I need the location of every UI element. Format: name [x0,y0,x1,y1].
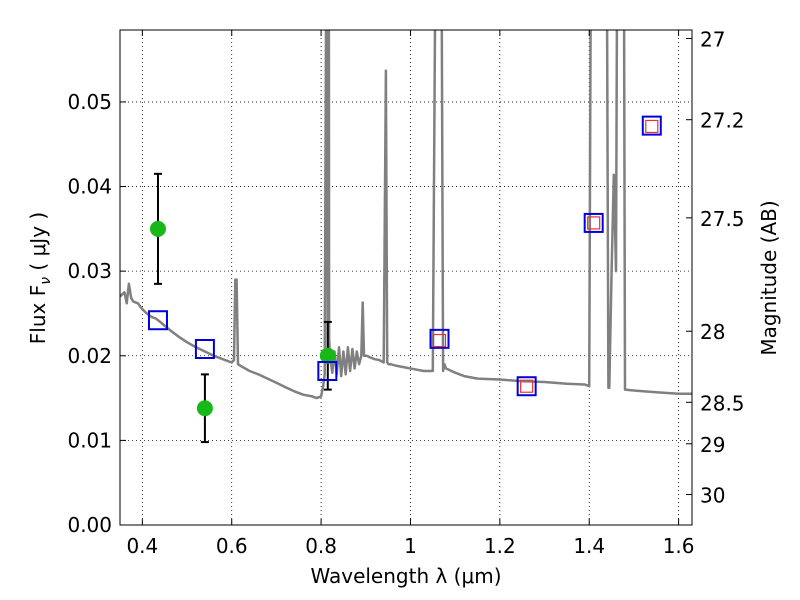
magnitude-tick-label: 27.2 [700,109,745,133]
observed-point [196,400,213,417]
x-tick-label: 0.4 [126,534,158,558]
model-point-blue [516,376,537,397]
y-tick-label: 0.00 [67,513,112,537]
magnitude-tick-label: 28.5 [700,391,745,415]
model-point-blue [583,212,604,233]
model-point-blue [317,361,338,381]
model-point-red [432,333,447,348]
model-point-blue [641,115,662,136]
model-point-blue [147,310,168,331]
y-axis: 0.00 0.01 0.02 0.03 0.04 0.05 [67,90,126,537]
x-tick-label: 1.2 [484,534,516,558]
magnitude-axis: 27 27.2 27.5 28 28.5 29 30 [686,27,745,508]
x-tick-label: 0.8 [305,534,337,558]
spectrum-line [120,30,692,400]
model-point-red [520,379,534,393]
spectrum-series [120,30,692,400]
y-tick-label: 0.01 [67,428,112,452]
model-point-blue [194,339,215,359]
y-tick-label: 0.04 [67,175,112,199]
y-tick-label: 0.03 [67,259,112,283]
y-axis-label-subscript: ν [38,277,54,285]
x-axis-label: Wavelength λ (μm) [310,564,501,588]
photometry-markers [147,115,662,444]
x-tick-label: 1.6 [663,534,695,558]
model-point-blue [429,328,450,349]
y-axis-label: Flux Fν ( μJy ) [26,212,54,344]
magnitude-tick-label: 27.5 [700,207,745,231]
x-axis: 0.4 0.6 0.8 1 1.2 1.4 1.6 [126,30,695,558]
magnitude-tick-label: 27 [700,27,725,51]
y-tick-label: 0.02 [67,344,112,368]
x-tick-label: 1 [404,534,417,558]
model-point-red [645,119,659,134]
magnitude-tick-label: 29 [700,433,725,457]
y-axis-label-unit: ( μJy ) [26,212,50,277]
x-tick-label: 0.6 [216,534,248,558]
y-axis-label-text: Flux F [26,285,50,344]
observed-point [149,220,166,237]
plot-frame [119,29,693,526]
model-point-red [587,216,601,230]
magnitude-tick-label: 30 [700,484,725,508]
x-tick-label: 1.4 [573,534,605,558]
magnitude-axis-label: Magnitude (AB) [757,200,781,355]
y-tick-label: 0.05 [67,90,112,114]
observed-point [319,347,336,364]
magnitude-tick-label: 28 [700,320,725,344]
